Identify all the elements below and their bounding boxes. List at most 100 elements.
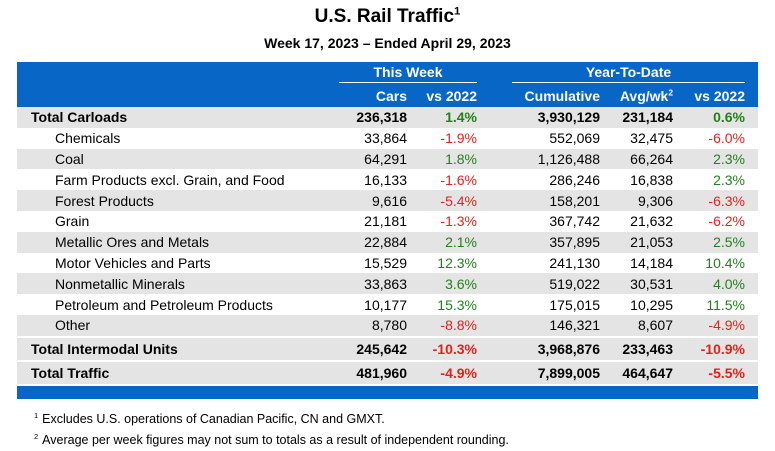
table-body: Total Carloads 236,318 1.4% 3,930,129 231,18… — [17, 107, 758, 384]
cell: 9,616 — [371, 192, 407, 209]
column-label: Cars — [375, 87, 407, 104]
column-header: Cumulative — [512, 88, 600, 104]
cell: 4.0% — [713, 275, 745, 292]
title: U.S. Rail Traffic1 — [0, 6, 775, 28]
table-row: Nonmetallic Minerals 33,863 3.6% 519,022 30,… — [17, 273, 758, 295]
table: This Week Year-To-Date Cars vs 2022 Cumula… — [17, 62, 758, 399]
cell: 7,899,005 — [537, 364, 600, 381]
cell: 21,181 — [364, 213, 407, 230]
row-label: Coal — [55, 150, 84, 167]
cell: 11.5% — [706, 296, 745, 313]
table-row: Total Traffic 481,960 -4.9% 7,899,005 464,64… — [17, 359, 758, 384]
cell: 175,015 — [549, 296, 600, 313]
title-text: U.S. Rail Traffic — [314, 6, 455, 27]
footnote-ref: 2 — [668, 87, 673, 98]
table-row: Total Carloads 236,318 1.4% 3,930,129 231,18… — [17, 107, 758, 128]
column-label: Cumulative — [524, 87, 600, 104]
cell: 16,133 — [364, 171, 407, 188]
group-label: This Week — [339, 64, 477, 83]
cell: -8.8% — [440, 317, 477, 334]
cell: 10.4% — [705, 254, 745, 271]
column-header: vs 2022 — [673, 88, 745, 104]
cell: -6.0% — [708, 130, 745, 147]
cell: -6.3% — [708, 192, 745, 209]
column-label: vs 2022 — [694, 87, 745, 104]
cell: 15,529 — [364, 254, 407, 271]
cell: 66,264 — [630, 150, 673, 167]
table-row: Farm Products excl. Grain, and Food 16,13… — [17, 169, 758, 190]
row-label: Nonmetallic Minerals — [55, 275, 185, 292]
cell: 3,930,129 — [537, 109, 600, 126]
footnote-text: Average per week figures may not sum to … — [42, 433, 509, 447]
table-row: Motor Vehicles and Parts 15,529 12.3% 241,1… — [17, 253, 758, 274]
column-label: vs 2022 — [426, 87, 477, 104]
column-header: vs 2022 — [407, 88, 477, 104]
cell: -5.5% — [708, 364, 745, 381]
row-label: Motor Vehicles and Parts — [55, 254, 211, 271]
cell: 14,184 — [630, 254, 673, 271]
group-header: Year-To-Date — [512, 64, 745, 83]
table-row: Metallic Ores and Metals 22,884 2.1% 357,89… — [17, 231, 758, 253]
cell: 9,306 — [637, 192, 673, 209]
column-label: Avg/wk — [619, 87, 669, 104]
row-label: Other — [55, 317, 91, 334]
row-label: Metallic Ores and Metals — [55, 234, 210, 251]
row-label: Total Intermodal Units — [31, 340, 178, 357]
cell: 30,531 — [630, 275, 673, 292]
cell: 146,321 — [549, 317, 600, 334]
cell: 15.3% — [437, 296, 477, 313]
subtitle: Week 17, 2023 – Ended April 29, 2023 — [264, 35, 511, 51]
cell: 22,884 — [364, 234, 407, 251]
row-label: Forest Products — [55, 192, 154, 209]
cell: 21,632 — [630, 213, 673, 230]
cell: 481,960 — [356, 364, 407, 381]
cell: 367,742 — [549, 213, 600, 230]
cell: 64,291 — [364, 150, 407, 167]
cell: 236,318 — [356, 109, 407, 126]
cell: 16,838 — [630, 171, 673, 188]
footnote-text: Excludes U.S. operations of Canadian Pac… — [42, 412, 385, 426]
cell: 245,642 — [356, 340, 407, 357]
cell: 32,475 — [630, 130, 673, 147]
table-row: Total Intermodal Units 245,642 -10.3% 3,968… — [17, 335, 758, 360]
cell: 241,130 — [549, 254, 600, 271]
cell: 2.5% — [713, 234, 745, 251]
row-label: Total Traffic — [31, 364, 110, 381]
cell: 357,895 — [549, 234, 600, 251]
footnote-mark: 2 — [34, 431, 39, 441]
cell: 21,053 — [630, 234, 673, 251]
row-label: Total Carloads — [31, 109, 128, 126]
cell: -4.9% — [708, 317, 745, 334]
cell: 519,022 — [549, 275, 600, 292]
group-label: Year-To-Date — [512, 64, 745, 83]
footnotes: 1 Excludes U.S. operations of Canadian Pa… — [34, 409, 509, 451]
cell: 233,463 — [622, 340, 673, 357]
column-header: Avg/wk2 — [600, 88, 673, 104]
table-row: Forest Products 9,616 -5.4% 158,201 9,306 -6.… — [17, 190, 758, 211]
cell: 8,780 — [371, 317, 407, 334]
footnote-mark: 1 — [34, 410, 39, 420]
cell: 12.3% — [437, 254, 477, 271]
row-label: Farm Products excl. Grain, and Food — [55, 171, 285, 188]
cell: 10,177 — [364, 296, 407, 313]
cell: -10.9% — [700, 340, 745, 357]
cell: 2.3% — [713, 171, 745, 188]
cell: 2.3% — [713, 150, 745, 167]
cell: 1,126,488 — [537, 150, 600, 167]
cell: -1.6% — [440, 171, 477, 188]
table-row: Coal 64,291 1.8% 1,126,488 66,264 2.3% — [17, 148, 758, 170]
table-row: Grain 21,181 -1.3% 367,742 21,632 -6.2% — [17, 211, 758, 232]
cell: 1.4% — [445, 109, 477, 126]
table-row: Petroleum and Petroleum Products 10,177 15… — [17, 294, 758, 315]
table-row: Chemicals 33,864 -1.9% 552,069 32,475 -6.0% — [17, 128, 758, 149]
row-label: Chemicals — [55, 130, 121, 147]
cell: 1.8% — [445, 150, 477, 167]
cell: 158,201 — [549, 192, 600, 209]
footnote: 2 Average per week figures may not sum to… — [34, 430, 509, 451]
cell: 286,246 — [549, 171, 600, 188]
cell: 33,864 — [364, 130, 407, 147]
cell: -6.2% — [708, 213, 745, 230]
cell: 33,863 — [364, 275, 407, 292]
cell: 552,069 — [549, 130, 600, 147]
cell: 2.1% — [445, 234, 477, 251]
